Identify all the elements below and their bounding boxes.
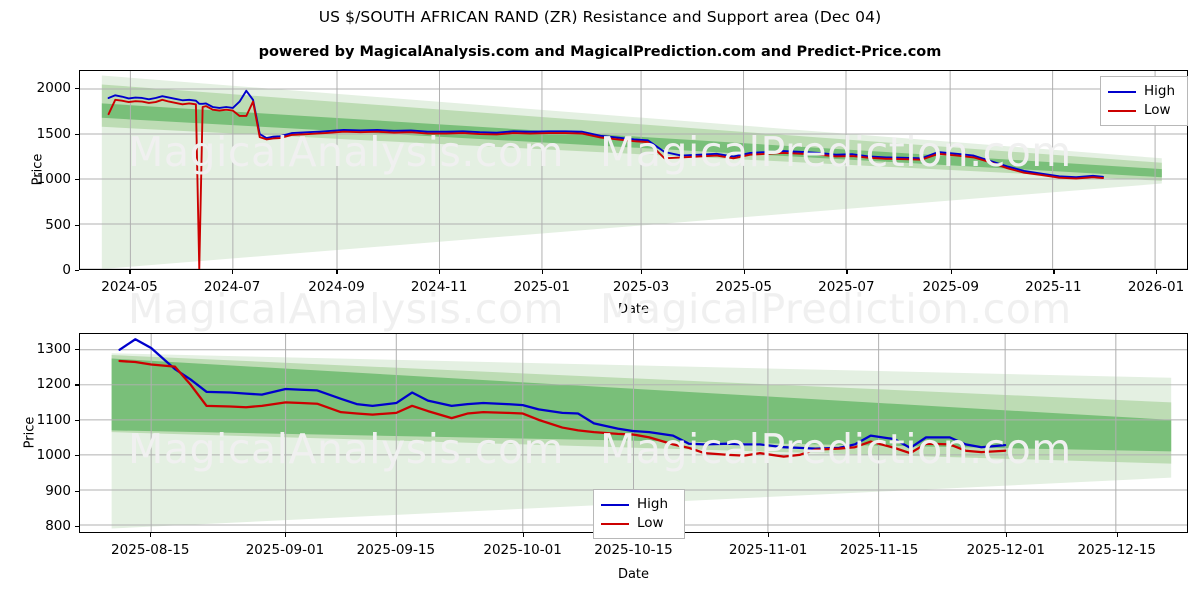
- y-tick-label: 1100: [36, 411, 71, 428]
- x-tick-label: 2025-08-15: [111, 542, 190, 558]
- legend-line-high: [601, 503, 629, 506]
- y-tick-label: 1500: [36, 125, 71, 142]
- x-tick-mark: [1156, 270, 1158, 274]
- x-tick-mark: [284, 533, 287, 537]
- bottom-chart-panel: [79, 333, 1188, 533]
- x-tick-mark: [395, 533, 398, 537]
- x-tick-label: 2025-12-15: [1077, 542, 1156, 558]
- x-tick-mark: [1116, 533, 1118, 537]
- y-tick-mark: [75, 224, 79, 226]
- series-line-high: [107, 89, 1104, 179]
- x-tick-mark: [768, 533, 770, 537]
- x-tick-label: 2025-05: [715, 279, 772, 295]
- x-tick-mark: [336, 270, 338, 274]
- bottom-plot-area: [79, 333, 1188, 533]
- y-tick-label: 2000: [36, 80, 71, 97]
- y-tick-label: 1000: [36, 447, 71, 464]
- y-tick-mark: [75, 270, 79, 272]
- x-tick-label: 2025-12-01: [966, 542, 1046, 558]
- x-tick-label: 2025-09: [922, 279, 979, 295]
- x-tick-mark: [950, 270, 952, 274]
- legend-entry-high: High: [1108, 82, 1178, 101]
- y-tick-label: 0: [62, 262, 71, 278]
- y-tick-mark: [75, 133, 79, 135]
- x-tick-label: 2025-11-15: [839, 542, 919, 558]
- series-line-low: [107, 98, 1104, 269]
- y-tick-label: 500: [45, 216, 71, 233]
- y-tick-mark: [75, 384, 79, 386]
- y-tick-mark: [75, 88, 79, 90]
- bottom-y-axis-label: Price: [22, 416, 38, 449]
- x-tick-mark: [541, 270, 543, 274]
- y-tick-mark: [75, 419, 79, 421]
- legend-entry-low: Low: [1108, 101, 1178, 120]
- x-tick-label: 2024-07: [203, 279, 261, 295]
- x-tick-label: 2025-10-15: [594, 542, 673, 558]
- x-tick-mark: [846, 270, 848, 274]
- x-tick-mark: [1053, 270, 1055, 274]
- y-tick-label: 800: [45, 517, 71, 534]
- y-tick-mark: [75, 525, 79, 528]
- x-tick-mark: [879, 533, 881, 537]
- y-tick-label: 1200: [36, 376, 71, 393]
- top-x-axis-label: Date: [617, 302, 650, 317]
- bottom-plot-svg: [80, 334, 1187, 532]
- bottom-x-axis-label: Date: [617, 567, 650, 582]
- series-line-high: [118, 338, 1007, 450]
- top-y-axis-label: Price: [30, 153, 46, 186]
- top-legend: High Low: [1100, 76, 1188, 126]
- x-tick-label: 2025-01: [513, 279, 570, 295]
- x-tick-mark: [641, 270, 643, 274]
- x-tick-mark: [129, 270, 131, 274]
- series-line-low: [118, 359, 1007, 458]
- band-inner: [111, 358, 1172, 452]
- legend-label-high: High: [1144, 82, 1176, 99]
- x-tick-label: 2024-11: [410, 279, 468, 295]
- legend-label-low: Low: [1144, 101, 1171, 118]
- legend-label-low: Low: [637, 514, 664, 531]
- legend-line-low: [1108, 109, 1136, 112]
- x-tick-mark: [439, 270, 441, 274]
- x-tick-label: 2025-03: [612, 279, 670, 295]
- x-tick-label: 2026-01: [1127, 279, 1185, 295]
- legend-label-high: High: [637, 495, 669, 512]
- y-tick-mark: [75, 490, 79, 492]
- y-tick-mark: [75, 455, 79, 457]
- x-tick-label: 2025-10-01: [483, 542, 562, 558]
- y-tick-label: 1000: [36, 171, 71, 188]
- y-tick-mark: [75, 348, 79, 351]
- x-tick-label: 2025-09-15: [356, 542, 436, 558]
- top-chart-panel: [79, 70, 1188, 270]
- x-tick-label: 2025-09-01: [245, 542, 325, 558]
- x-tick-mark: [743, 270, 745, 274]
- x-tick-label: 2025-11: [1025, 279, 1082, 295]
- x-tick-mark: [232, 270, 234, 274]
- x-tick-label: 2025-11-01: [728, 542, 808, 558]
- page-subtitle: powered by MagicalAnalysis.com and Magic…: [258, 44, 942, 60]
- bottom-legend: High Low: [593, 489, 685, 539]
- page-title: US $/SOUTH AFRICAN RAND (ZR) Resistance …: [318, 8, 882, 26]
- top-plot-svg: [80, 71, 1187, 269]
- x-tick-mark: [150, 533, 152, 537]
- y-tick-label: 1300: [36, 340, 71, 357]
- x-tick-mark: [522, 533, 524, 537]
- y-tick-label: 900: [45, 482, 71, 499]
- x-tick-mark: [1005, 533, 1007, 537]
- legend-line-low: [601, 522, 629, 525]
- y-tick-mark: [75, 179, 79, 181]
- legend-entry-high: High: [601, 495, 675, 514]
- top-plot-area: [79, 70, 1188, 270]
- x-tick-label: 2024-09: [308, 279, 365, 295]
- legend-entry-low: Low: [601, 514, 675, 533]
- legend-line-high: [1108, 90, 1136, 93]
- x-tick-label: 2024-05: [101, 279, 158, 295]
- x-tick-label: 2025-07: [818, 279, 875, 295]
